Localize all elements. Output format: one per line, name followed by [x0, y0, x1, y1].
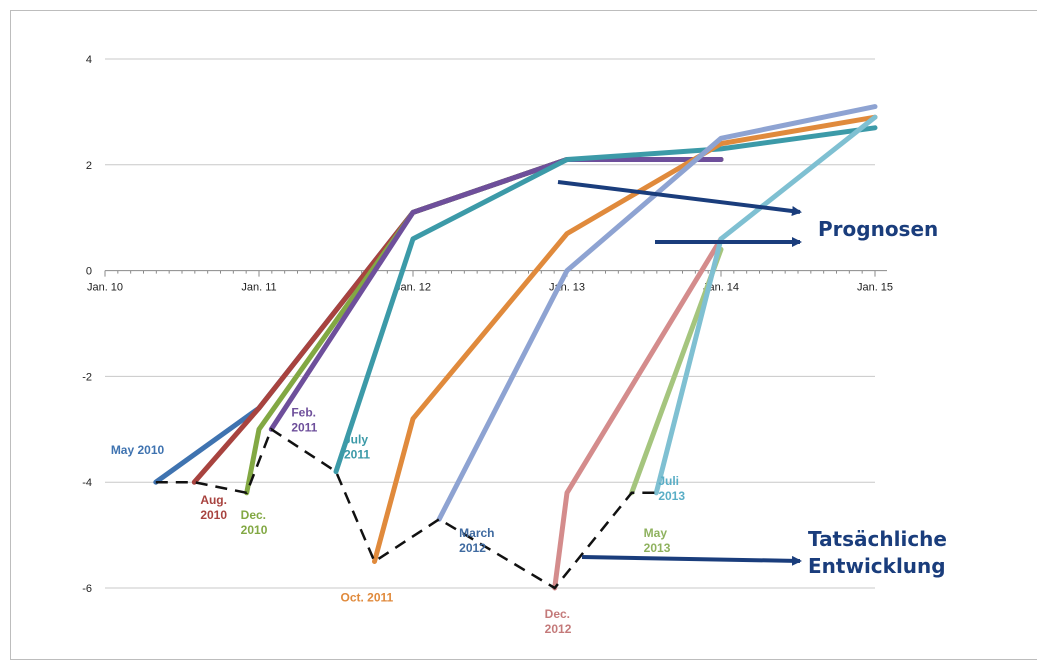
x-tick-label: Jan. 12 [395, 282, 431, 294]
y-tick-label: 0 [86, 266, 92, 278]
series-label: July 2011 [344, 433, 370, 462]
annotation-tatsaechliche-line2: Entwicklung [808, 554, 946, 578]
y-tick-label: -6 [82, 583, 92, 595]
series-line [372, 114, 878, 564]
y-axis-labels: 4 2 0 -2 -4 -6 [82, 54, 92, 595]
series-line [436, 104, 878, 522]
arrow-prognosen-upper [557, 180, 802, 216]
series-label: May 2010 [111, 443, 165, 457]
annotation-tatsaechliche-line1: Tatsächliche [808, 527, 947, 551]
x-tick-label: Jan. 10 [87, 282, 123, 294]
series-line [552, 236, 724, 591]
x-tick-label: Jan. 15 [857, 282, 893, 294]
gridlines [105, 58, 875, 589]
series-label: Aug. 2010 [200, 493, 227, 522]
arrow-tatsaechliche [581, 555, 802, 566]
x-axis: Jan. 10 Jan. 11 Jan. 12 Jan. 13 Jan. 14 Jan. … [87, 270, 893, 294]
series-label: Oct. 2011 [341, 591, 394, 605]
y-tick-label: 2 [86, 160, 92, 172]
series-line [333, 125, 878, 475]
y-tick-label: -2 [82, 371, 92, 383]
x-tick-label: Jan. 11 [241, 282, 276, 294]
y-tick-label: 4 [86, 54, 92, 66]
series-label: Feb. 2011 [291, 405, 317, 434]
series-line [268, 157, 724, 432]
series-label: Dec. 2010 [241, 508, 268, 537]
series-label: March 2012 [459, 526, 494, 555]
series-label: Dec. 2012 [545, 607, 572, 636]
series-label: Juli 2013 [658, 474, 685, 503]
series-labels: May 2010 Aug. 2010 Dec. 2010 Feb. 2011 July 2011… [111, 405, 686, 636]
chart-stage: Jan. 10 Jan. 11 Jan. 12 Jan. 13 Jan. 14 Jan. … [10, 10, 1037, 660]
x-tick-label: Jan. 14 [703, 282, 739, 294]
series-label: May 2013 [644, 526, 671, 555]
actual-line [155, 427, 657, 590]
series-lines [153, 104, 878, 591]
series-line [653, 114, 878, 496]
actual-development-line [155, 427, 657, 590]
forecast-line-chart: Jan. 10 Jan. 11 Jan. 12 Jan. 13 Jan. 14 Jan. … [82, 54, 947, 636]
y-tick-label: -4 [82, 477, 92, 489]
annotation-prognosen: Prognosen [818, 217, 938, 241]
